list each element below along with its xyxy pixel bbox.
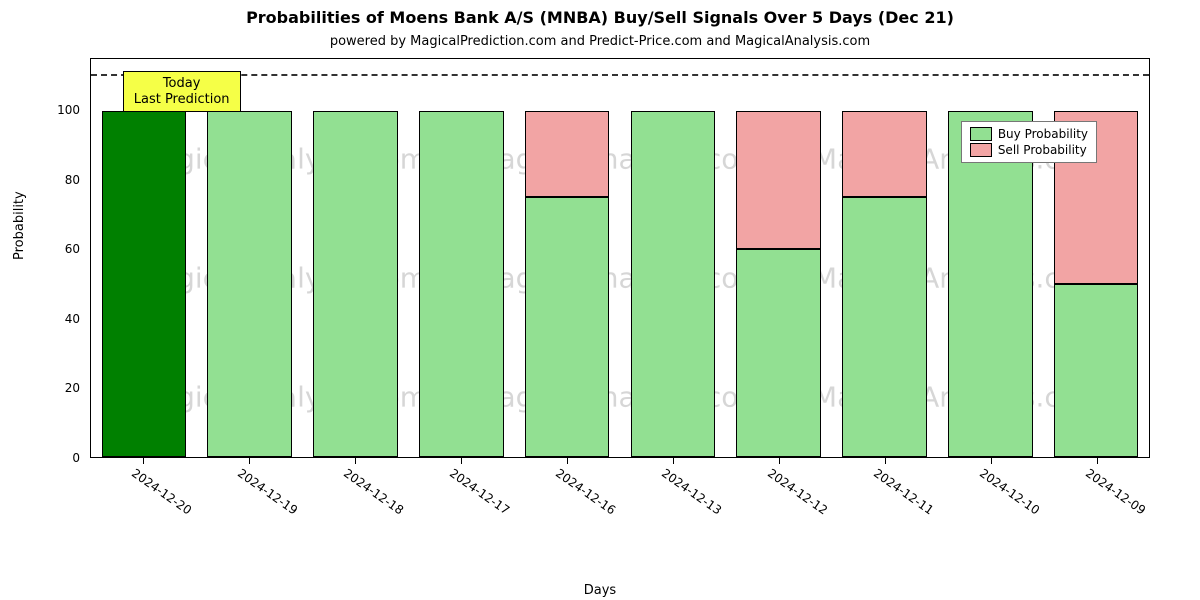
legend-swatch-sell <box>970 143 992 157</box>
legend-item-sell: Sell Probability <box>970 142 1088 158</box>
chart-container: Probabilities of Moens Bank A/S (MNBA) B… <box>0 0 1200 600</box>
x-tick-label: 2024-12-09 <box>1083 466 1148 517</box>
bar-sell <box>525 111 610 198</box>
x-tick-mark <box>567 458 568 464</box>
threshold-line <box>91 74 1149 76</box>
y-tick: 0 <box>20 451 80 465</box>
x-tick-mark <box>991 458 992 464</box>
legend: Buy Probability Sell Probability <box>961 121 1097 163</box>
bar-slot <box>91 59 197 457</box>
y-axis-ticks: 020406080100 <box>0 58 90 458</box>
bar-buy <box>207 111 292 457</box>
bar-buy <box>842 197 927 457</box>
callout-line-2: Last Prediction <box>134 92 230 108</box>
bar-sell <box>842 111 927 198</box>
bar-buy <box>631 111 716 457</box>
bar-sell <box>736 111 821 249</box>
y-tick: 40 <box>20 312 80 326</box>
bar-slot <box>514 59 620 457</box>
today-callout: Today Last Prediction <box>123 71 241 112</box>
x-tick-mark <box>143 458 144 464</box>
legend-label-buy: Buy Probability <box>998 126 1088 142</box>
bar-slot <box>197 59 303 457</box>
x-tick-label: 2024-12-13 <box>659 466 724 517</box>
callout-line-1: Today <box>134 76 230 92</box>
bar-slot <box>620 59 726 457</box>
bar-slot <box>408 59 514 457</box>
bar-slot <box>832 59 938 457</box>
bar-slot <box>303 59 409 457</box>
bar-buy <box>1054 284 1139 457</box>
x-axis-label: Days <box>0 583 1200 598</box>
y-tick: 80 <box>20 173 80 187</box>
x-tick-label: 2024-12-16 <box>553 466 618 517</box>
bar-highlight <box>102 111 187 457</box>
bars-layer <box>91 59 1149 457</box>
bar-buy <box>313 111 398 457</box>
x-tick-label: 2024-12-20 <box>129 466 194 517</box>
bar-slot <box>1043 59 1149 457</box>
bar-buy <box>419 111 504 457</box>
x-tick-mark <box>1097 458 1098 464</box>
plot-area: MagicalAnalysis.comMagicalAnalysis.comMa… <box>90 58 1150 458</box>
x-tick-label: 2024-12-18 <box>341 466 406 517</box>
x-tick-label: 2024-12-12 <box>765 466 830 517</box>
x-tick-mark <box>355 458 356 464</box>
bar-slot <box>726 59 832 457</box>
x-tick-label: 2024-12-11 <box>871 466 936 517</box>
x-axis-ticks: 2024-12-20 2024-12-19 2024-12-18 2024-12-17… <box>90 458 1150 568</box>
y-tick: 60 <box>20 242 80 256</box>
x-tick-mark <box>673 458 674 464</box>
legend-swatch-buy <box>970 127 992 141</box>
y-tick: 20 <box>20 381 80 395</box>
legend-item-buy: Buy Probability <box>970 126 1088 142</box>
bar-buy <box>525 197 610 457</box>
x-tick-mark <box>249 458 250 464</box>
x-tick-mark <box>885 458 886 464</box>
chart-subtitle: powered by MagicalPrediction.com and Pre… <box>0 34 1200 49</box>
chart-title: Probabilities of Moens Bank A/S (MNBA) B… <box>0 8 1200 27</box>
legend-label-sell: Sell Probability <box>998 142 1087 158</box>
x-tick-label: 2024-12-10 <box>977 466 1042 517</box>
x-tick-mark <box>779 458 780 464</box>
x-tick-label: 2024-12-17 <box>447 466 512 517</box>
bar-buy <box>736 249 821 457</box>
y-tick: 100 <box>20 103 80 117</box>
x-tick-label: 2024-12-19 <box>235 466 300 517</box>
bar-slot <box>937 59 1043 457</box>
x-tick-mark <box>461 458 462 464</box>
